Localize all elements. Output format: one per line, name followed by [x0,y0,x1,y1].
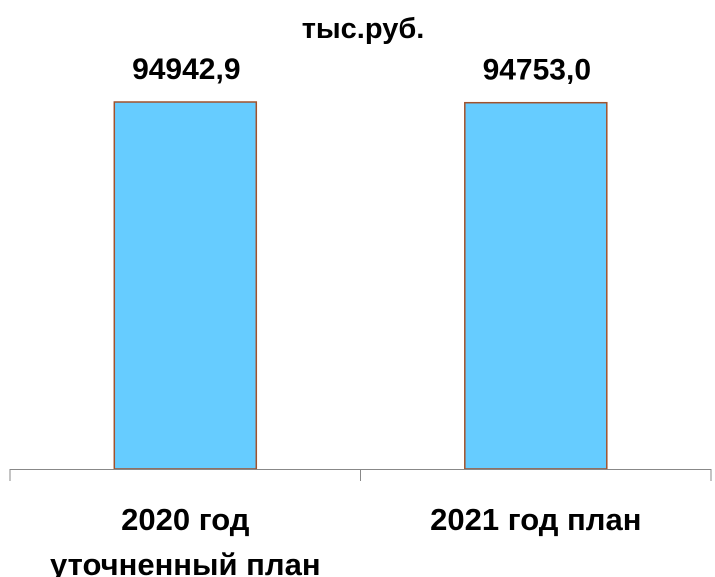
unit-label: тыс.руб. [302,13,425,45]
bars-group [113,101,608,470]
category-label-1-line-1: 2020 год [121,502,250,537]
category-label-1-line-2: уточненный план [50,547,321,577]
value-label-1: 94942,9 [132,53,240,86]
bar-1 [113,101,258,470]
value-labels-group: 94942,9 94753,0 [132,53,591,87]
value-label-2: 94753,0 [483,54,591,87]
x-axis [9,469,712,481]
bar-2 [464,101,608,470]
category-label-2-line-1: 2021 год план [430,502,641,537]
category-labels-group: 2020 год уточненный план 2021 год план [50,502,641,577]
